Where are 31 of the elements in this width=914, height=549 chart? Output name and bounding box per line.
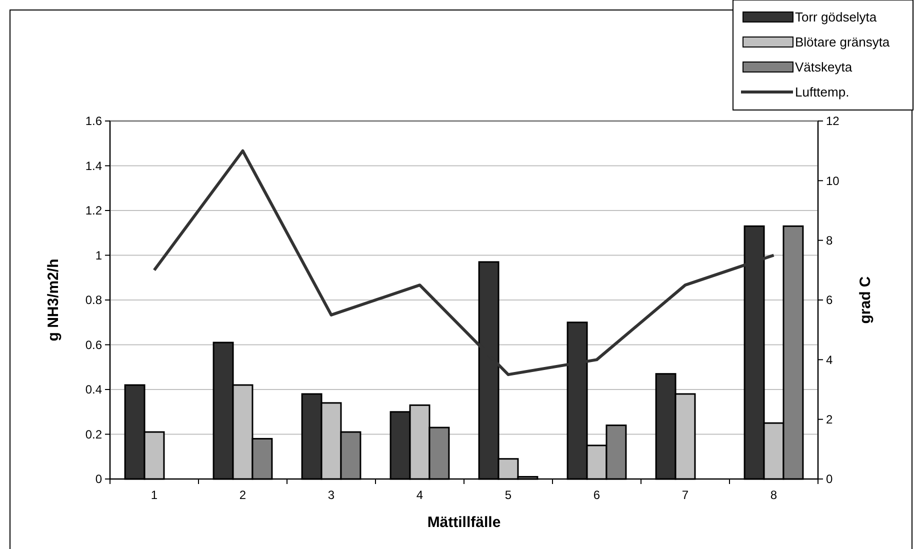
y2-axis-title: grad C xyxy=(857,276,874,324)
x-tick-label: 2 xyxy=(239,488,246,502)
x-tick-label: 7 xyxy=(682,488,689,502)
x-tick-label: 5 xyxy=(504,488,512,502)
x-tick-label: 4 xyxy=(416,488,424,502)
legend-label: Lufttemp. xyxy=(795,84,850,100)
legend-label: Vätskeyta xyxy=(795,60,853,75)
x-tick-label: 3 xyxy=(328,488,335,502)
y2-tick-label: 2 xyxy=(826,412,833,427)
y2-tick-label: 0 xyxy=(826,472,833,486)
legend-label: Torr gödselyta xyxy=(795,10,878,25)
y2-tick-label: 12 xyxy=(826,114,840,128)
x-tick-label: 6 xyxy=(593,488,600,502)
y-axis-title: g NH3/m2/h xyxy=(45,258,62,342)
y-tick-label: 0.2 xyxy=(85,427,102,442)
x-tick-label: 1 xyxy=(150,488,158,502)
y-tick-label: 0.4 xyxy=(85,382,102,397)
y-tick-label: 0.8 xyxy=(85,293,102,308)
y-tick-label: 0 xyxy=(95,472,102,486)
y-tick-label: 0.6 xyxy=(85,338,102,352)
y-tick-label: 1.2 xyxy=(85,204,102,218)
y2-tick-label: 4 xyxy=(826,352,833,367)
y-tick-label: 1.4 xyxy=(85,158,102,173)
legend-label: Blötare gränsyta xyxy=(795,34,890,50)
x-axis-title: Mättillfälle xyxy=(427,514,501,531)
y2-tick-label: 8 xyxy=(826,234,833,248)
x-tick-label: 8 xyxy=(770,488,778,502)
y2-tick-label: 10 xyxy=(826,174,840,188)
y2-tick-label: 6 xyxy=(826,293,833,308)
y-tick-label: 1.6 xyxy=(85,114,102,128)
y-tick-label: 1 xyxy=(95,248,102,262)
